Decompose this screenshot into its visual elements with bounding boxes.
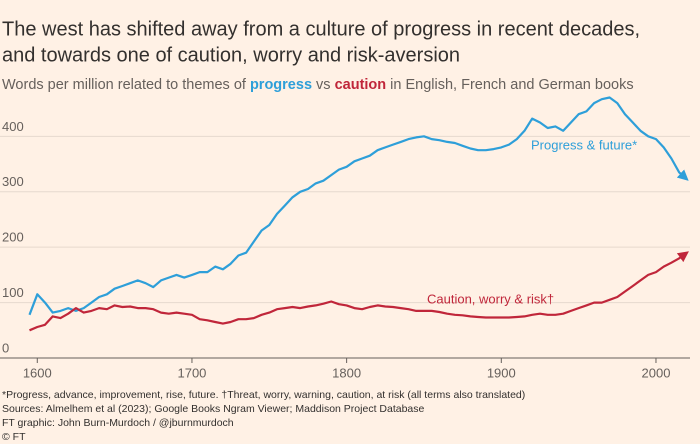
chart-title: and towards one of caution, worry and ri… xyxy=(2,44,460,66)
series-line xyxy=(28,96,689,316)
subtitle: Words per million related to themes of p… xyxy=(2,77,634,93)
x-tick-label: 1800 xyxy=(332,365,361,380)
y-tick-label: 400 xyxy=(2,119,24,134)
x-tick-label: 1600 xyxy=(23,365,52,380)
subtitle-part: vs xyxy=(312,77,335,93)
y-tick-label: 200 xyxy=(2,230,24,245)
x-tick-label: 1700 xyxy=(177,365,206,380)
note: © FT xyxy=(2,431,26,443)
series-line xyxy=(29,251,689,332)
note: Sources: Almelhem et al (2023); Google B… xyxy=(2,403,425,415)
subtitle-part: in English, French and German books xyxy=(386,77,633,93)
series-label: Progress & future* xyxy=(531,137,637,152)
subtitle-part: progress xyxy=(250,77,312,93)
series-label: Caution, worry & risk† xyxy=(427,291,554,306)
y-tick-label: 300 xyxy=(2,174,24,189)
subtitle-part: caution xyxy=(335,77,387,93)
x-tick-label: 2000 xyxy=(642,365,671,380)
chart-title: The west has shifted away from a culture… xyxy=(2,18,640,40)
note: FT graphic: John Burn-Murdoch / @jburnmu… xyxy=(2,417,234,429)
x-tick-label: 1900 xyxy=(487,365,516,380)
y-tick-label: 0 xyxy=(2,340,9,355)
subtitle-part: Words per million related to themes of xyxy=(2,77,250,93)
note: *Progress, advance, improvement, rise, f… xyxy=(2,389,525,401)
y-tick-label: 100 xyxy=(2,285,24,300)
